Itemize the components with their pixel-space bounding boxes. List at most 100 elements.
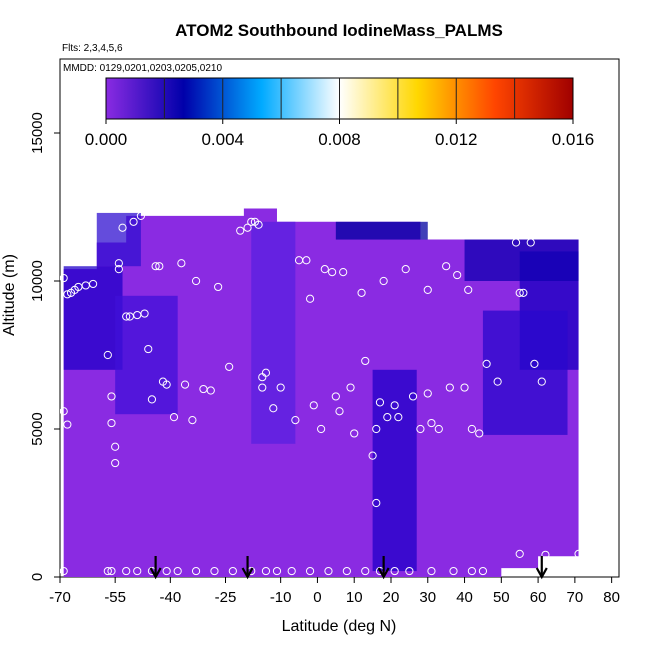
- observation-point: [331, 392, 340, 401]
- observation-point: [133, 566, 142, 576]
- colorbar-tick-label: 0.008: [318, 130, 361, 149]
- observation-point: [408, 392, 418, 401]
- observation-point: [302, 256, 311, 265]
- observation-point: [515, 549, 524, 559]
- observation-point: [276, 383, 285, 392]
- y-tick-label: 10000: [29, 260, 46, 302]
- y-tick-label: 0: [29, 573, 46, 581]
- observation-point: [339, 268, 348, 277]
- observation-point: [191, 276, 201, 286]
- heatmap-field: [63, 208, 579, 577]
- x-tick-label: 30: [419, 589, 436, 606]
- x-tick-label: -40: [159, 589, 181, 606]
- heatmap-region-0: [63, 266, 123, 370]
- observation-point: [423, 285, 432, 294]
- observation-point: [63, 290, 72, 299]
- observation-point: [372, 498, 381, 508]
- observation-point: [460, 383, 469, 392]
- flight-arrow: [149, 556, 162, 580]
- x-tick-label: 80: [603, 589, 620, 606]
- observation-point: [390, 566, 399, 576]
- x-tick-label: 50: [493, 589, 510, 606]
- observation-point: [372, 424, 381, 434]
- observation-point: [427, 566, 436, 576]
- observation-point: [342, 566, 351, 576]
- observation-point: [147, 395, 157, 404]
- observation-point: [324, 566, 333, 576]
- observation-point: [482, 359, 491, 368]
- observation-point: [530, 359, 539, 368]
- observation-point: [261, 368, 271, 377]
- observation-point: [162, 380, 171, 389]
- observation-point: [526, 238, 535, 247]
- observation-point: [122, 312, 131, 321]
- observation-point: [206, 386, 215, 395]
- observation-point: [467, 566, 476, 576]
- observation-point: [390, 401, 399, 410]
- colorbar-ticks: 0.000 0.004 0.008 0.012 0.016: [85, 78, 594, 149]
- observation-point: [416, 424, 425, 434]
- heatmap-region-7: [464, 239, 579, 281]
- observation-point: [60, 273, 68, 283]
- observation-point: [287, 566, 296, 576]
- x-tick-label: 10: [346, 589, 363, 606]
- observation-point: [243, 223, 252, 232]
- observation-point: [368, 451, 377, 460]
- observation-point: [60, 407, 68, 416]
- observation-point: [169, 413, 179, 422]
- colorbar-tick-label: 0.000: [85, 130, 128, 149]
- x-axis-label: Latitude (deg N): [282, 618, 397, 635]
- x-tick-label: 40: [456, 589, 473, 606]
- flights-label: Flts: 2,3,4,5,6: [62, 43, 123, 54]
- x-tick-label: -70: [49, 589, 71, 606]
- x-tick-label: 60: [530, 589, 547, 606]
- observation-point: [335, 407, 344, 416]
- observation-point: [537, 377, 546, 386]
- x-axis: -70 -55 -40 -25 -10 0 10 20 30 40 50 60 70 80: [49, 577, 620, 606]
- colorbar-tick-label: 0.012: [435, 130, 478, 149]
- observation-point: [305, 566, 315, 576]
- observation-point: [111, 442, 120, 451]
- observation-point: [258, 383, 267, 392]
- observation-point: [144, 344, 153, 354]
- colorbar-tick-label: 0.004: [201, 130, 244, 149]
- observation-point: [291, 416, 300, 425]
- heatmap-region-2: [115, 295, 178, 415]
- heatmap-region-6: [482, 310, 568, 435]
- observation-point: [236, 226, 245, 235]
- observation-point: [357, 288, 366, 297]
- observation-point: [346, 383, 355, 392]
- observation-point: [118, 223, 127, 232]
- observation-point: [383, 413, 392, 422]
- heatmap-background: [63, 208, 579, 577]
- observation-point: [122, 566, 131, 576]
- observation-point: [272, 566, 282, 576]
- observation-point: [493, 377, 502, 386]
- observation-point: [261, 566, 271, 576]
- flight-arrow: [535, 556, 548, 580]
- observation-point: [453, 270, 462, 280]
- x-tick-label: 70: [567, 589, 584, 606]
- observation-point: [519, 288, 528, 297]
- observation-point: [423, 389, 432, 398]
- x-tick-label: -10: [270, 589, 292, 606]
- observation-point: [317, 424, 326, 434]
- observation-point: [228, 566, 237, 576]
- heatmap-region-3: [251, 221, 296, 444]
- observation-point: [114, 265, 123, 274]
- observation-point: [574, 549, 583, 559]
- observation-point: [129, 217, 138, 226]
- observation-points: [60, 211, 583, 576]
- observation-point: [107, 566, 116, 576]
- y-axis-label: Altitude (m): [1, 254, 18, 336]
- observation-point: [60, 566, 68, 576]
- observation-point: [188, 416, 197, 425]
- observation-point: [475, 429, 484, 438]
- observation-point: [445, 383, 454, 392]
- observation-point: [478, 566, 488, 576]
- observation-point: [401, 265, 410, 274]
- chart-title: ATOM2 Southbound IodineMass_PALMS: [175, 21, 503, 40]
- observation-point: [467, 424, 476, 434]
- observation-point: [210, 566, 219, 576]
